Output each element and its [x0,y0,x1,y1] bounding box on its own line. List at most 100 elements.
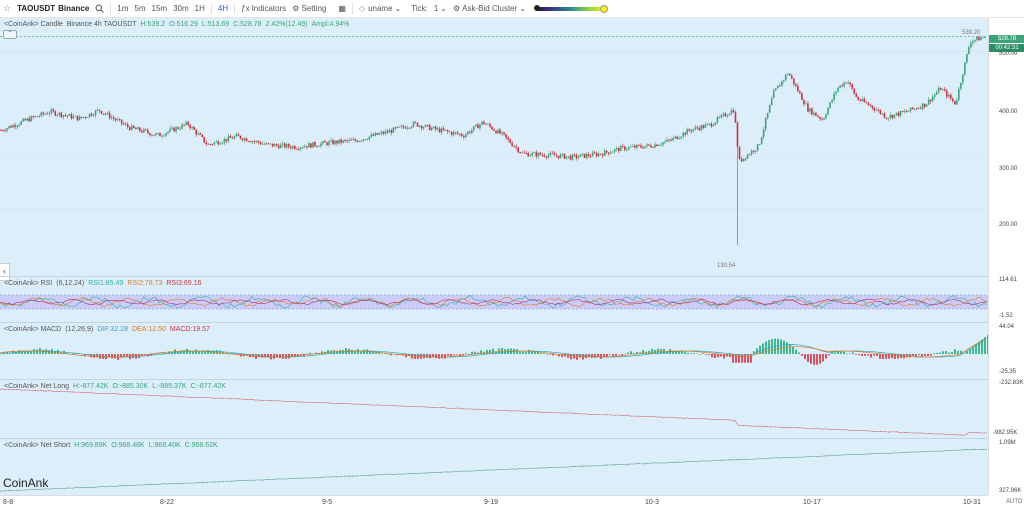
candle-body [837,87,839,92]
macd-bar [111,354,113,359]
rsi-line [0,296,988,307]
layout-button[interactable]: ▦ [335,0,349,17]
candle-body [889,114,892,118]
candle-open: O:516.29 [169,21,198,28]
macd-bar [624,353,626,355]
candle-body [672,137,674,141]
macd-bar [279,354,281,358]
chart-canvas [0,35,988,492]
candle-body [402,125,405,128]
timeframe-15m[interactable]: 15m [151,4,168,13]
pane-divider[interactable] [0,438,988,439]
netshort-legend: <CoinAnk> Net Short H:969.89K O:968.48K … [4,442,218,449]
chevron-down-icon: ⌄ [519,4,526,13]
timeframe-1h[interactable]: 1H [194,4,205,13]
search-button[interactable] [92,0,107,17]
candle-body [891,114,894,118]
candle-body [501,132,503,134]
candle-body [467,131,469,135]
candle-body [185,122,187,125]
macd-dea: DEA:12.50 [131,326,166,333]
netshort-top-tick: 1.09M [999,440,1016,446]
candle-body [843,82,845,87]
macd-line [0,340,985,358]
candle-body [269,143,272,145]
macd-bar [828,354,830,356]
candle-body [652,147,654,149]
time-axis[interactable]: 8-8 8-22 9-5 9-19 10-3 10-17 10-31 [0,495,988,512]
candle-body [533,152,536,154]
candle-body [149,132,151,136]
macd-bar [159,353,161,355]
macd-bar [534,351,536,354]
macd-bar [690,353,692,354]
macd-bar [714,354,716,358]
cluster-dropdown[interactable]: ⚙ Ask-Bid Cluster ⌄ [450,0,529,17]
coinank-watermark: CoinAnk [3,476,49,490]
tick-dropdown[interactable]: Tick: 1 ⌄ [408,0,450,17]
slider-handle-right[interactable] [599,4,608,13]
macd-bar [612,354,614,356]
candle-body [531,152,534,156]
uname-dropdown[interactable]: ◇ uname ⌄ [356,0,404,17]
candle-body [638,144,640,146]
macd-bar [792,346,794,354]
candle-body [151,134,153,136]
time-label: 8-22 [160,499,175,506]
slider-handle-left[interactable] [533,4,540,11]
candle-body [461,134,463,137]
candle-body [378,133,381,135]
pane-divider[interactable] [0,276,988,277]
candle-body [941,89,944,91]
indicators-button[interactable]: ƒx Indicators [238,0,289,17]
candle-body [412,121,415,127]
pane-divider[interactable] [0,379,988,380]
macd-bar [873,354,875,356]
candle-body [322,141,324,144]
collapse-icon[interactable]: ⌃ [3,30,17,39]
candle-body [253,141,256,142]
candle-body [893,114,896,118]
candle-body [839,85,841,88]
candle-body [656,144,658,147]
candle-body [281,143,284,145]
timeframe-5m[interactable]: 5m [134,4,146,13]
macd-bar [816,354,818,365]
timeframe-1m[interactable]: 1m [117,4,129,13]
tick-label: Tick: [411,4,428,13]
pane-divider[interactable] [0,322,988,323]
candle-body [632,145,634,147]
favorite-star-button[interactable]: ☆ [0,0,14,17]
candle-body [827,108,829,115]
candle-body [668,139,670,141]
macd-bar [966,351,968,354]
candle-body [54,111,57,116]
candle-body [692,129,695,132]
auto-scale-button[interactable]: AUTO [1006,499,1023,505]
candle-body [257,140,260,143]
chart-area[interactable]: ⌃ <CoinAnk> Candle Binance 4h TAOUSDT H:… [0,18,988,495]
candle-body [84,117,87,118]
candle-body [897,112,900,116]
candle-body [273,144,276,147]
macd-bar [978,341,980,354]
price-axis[interactable]: 500.00 400.00 300.00 200.00 528.78 00:42… [988,18,1024,495]
symbol-selector[interactable]: TAOUSDT Binance [14,0,92,17]
candle-body [541,154,544,156]
candle-body [418,125,421,127]
macd-bar [333,350,335,354]
setting-button[interactable]: ⚙ Setting [289,0,329,17]
candle-body [644,146,646,149]
candle-legend: <CoinAnk> Candle Binance 4h TAOUSDT H:53… [4,21,349,28]
candle-body [137,127,139,130]
netshort-close: C:968.62K [184,442,218,449]
heatmap-range-slider[interactable] [529,0,608,17]
timeframe-4h[interactable]: 4H [217,4,229,13]
scroll-left-arrow[interactable]: ‹ [0,263,10,281]
timeframe-30m[interactable]: 30m [173,4,189,13]
candle-body [791,75,793,79]
macd-bar [867,354,869,356]
macd-bar [192,351,194,354]
macd-bar [561,354,563,357]
candle-body [332,140,334,145]
